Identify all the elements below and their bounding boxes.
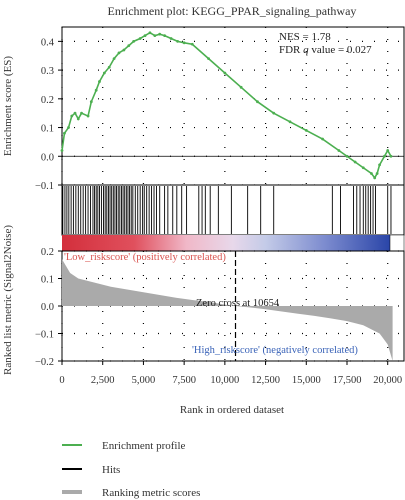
ranking-y-tick-label: −0.2: [35, 357, 54, 368]
enrichment-point: [94, 88, 98, 92]
es-y-tick-label: −0.1: [35, 181, 54, 192]
enrichment-point: [127, 44, 131, 48]
x-axis-label: Rank in ordered dataset: [180, 404, 284, 416]
es-y-tick-label: 0.2: [41, 95, 54, 106]
enrichment-point: [223, 71, 227, 75]
enrichment-profile-points: [60, 31, 393, 180]
enrichment-point: [122, 48, 126, 52]
enrichment-point: [239, 85, 243, 89]
enrichment-point: [73, 111, 77, 115]
enrichment-point: [386, 149, 390, 152]
enrichment-point: [63, 131, 66, 135]
enrichment-point: [80, 111, 83, 115]
enrichment-point: [190, 42, 194, 46]
legend-label-ranking-metric: Ranking metric scores: [102, 487, 200, 499]
ranking-y-tick-label: 0.2: [41, 247, 54, 258]
enrichment-point: [76, 117, 80, 121]
x-tick-label: 17,500: [333, 375, 362, 386]
es-y-ticks: 0.4 0.3 0.2 0.1 0.0 −0.1: [35, 37, 62, 192]
enrichment-point: [176, 39, 180, 43]
enrichment-point: [256, 100, 259, 104]
enrichment-point: [345, 154, 349, 158]
enrichment-point: [304, 129, 308, 132]
enrichment-point: [272, 111, 276, 115]
enrichment-point: [107, 65, 111, 69]
enrichment-point: [169, 37, 173, 40]
enrichment-point: [70, 114, 74, 118]
zero-cross-label: Zero cross at 10654: [196, 298, 280, 309]
fdr-q: q: [303, 44, 309, 56]
enrichment-point: [353, 160, 357, 164]
enrichment-point: [288, 120, 292, 124]
enrichment-point: [182, 41, 186, 45]
hits-panel-frame: [61, 184, 405, 236]
enrichment-point: [148, 31, 152, 35]
chart-title: Enrichment plot: KEGG_PPAR_signaling_pat…: [108, 4, 357, 18]
ranking-x-ticks: 0 2,500 5,000 7,500 10,000 12,500 15,000 17,500…: [59, 361, 402, 386]
enrichment-point: [117, 51, 121, 55]
enrichment-point: [378, 163, 381, 167]
x-tick-label: 10,000: [210, 375, 239, 386]
enrichment-point: [158, 32, 162, 36]
x-tick-label: 2,500: [91, 375, 115, 386]
enrichment-point: [389, 154, 393, 158]
enrichment-point: [383, 154, 386, 158]
ranking-y-tick-label: 0.0: [41, 302, 54, 313]
enrichment-point: [132, 39, 136, 43]
positive-correlation-label: 'Low_riskscore' (positively correlated): [64, 252, 226, 263]
x-tick-label: 5,000: [132, 375, 156, 386]
enrichment-point: [163, 34, 167, 38]
enrichment-point: [86, 114, 90, 118]
enrichment-point: [375, 172, 379, 175]
enrichment-point: [112, 57, 116, 60]
enrichment-point: [102, 71, 106, 75]
enrichment-point: [370, 172, 373, 175]
legend: Enrichment profile Hits Ranking metric s…: [62, 440, 200, 499]
ranking-color-bar: [62, 235, 390, 251]
hit-markers: [62, 186, 392, 234]
es-y-axis-label: Enrichment score (ES): [2, 56, 14, 157]
negative-correlation-label: 'High_riskscore' (negatively correlated): [192, 345, 358, 356]
ranking-y-axis-label: Ranked list metric (Signal2Noise): [2, 225, 14, 375]
x-tick-label: 20,000: [373, 375, 402, 386]
nes-annotation: NES = 1.78: [279, 31, 331, 43]
es-y-tick-label: 0.4: [41, 37, 55, 48]
legend-label-hits: Hits: [102, 464, 120, 476]
enrichment-point: [89, 100, 93, 104]
fdr-annotation: FDR q value = 0.027: [279, 44, 372, 56]
ranking-color-bar-tail: [389, 234, 405, 252]
es-y-tick-label: 0.1: [41, 124, 54, 135]
x-tick-label: 0: [59, 375, 64, 386]
ranking-metric-area: [62, 259, 393, 361]
es-y-tick-label: 0.3: [41, 66, 54, 77]
x-tick-label: 12,500: [251, 375, 280, 386]
enrichment-point: [361, 166, 365, 170]
enrichment-point: [67, 126, 70, 129]
enrichment-point: [207, 57, 210, 60]
enrichment-point: [143, 34, 147, 38]
ranking-y-ticks: 0.2 0.1 0.0 −0.1 −0.2: [35, 247, 62, 368]
enrichment-point: [321, 137, 324, 141]
x-tick-label: 15,000: [292, 375, 321, 386]
fdr-suffix: value = 0.027: [309, 44, 373, 56]
enrichment-point: [98, 80, 101, 83]
enrichment-point: [337, 149, 341, 152]
legend-label-enrichment-profile: Enrichment profile: [102, 440, 186, 452]
enrichment-point: [373, 176, 377, 180]
es-y-tick-label: 0.0: [41, 152, 54, 163]
enrichment-point: [138, 37, 142, 40]
x-tick-label: 7,500: [172, 375, 196, 386]
fdr-prefix: FDR: [279, 44, 303, 56]
enrichment-point: [153, 34, 157, 38]
enrichment-point: [60, 149, 64, 152]
ranking-y-tick-label: −0.1: [35, 330, 54, 341]
ranking-y-tick-label: 0.1: [41, 275, 54, 286]
